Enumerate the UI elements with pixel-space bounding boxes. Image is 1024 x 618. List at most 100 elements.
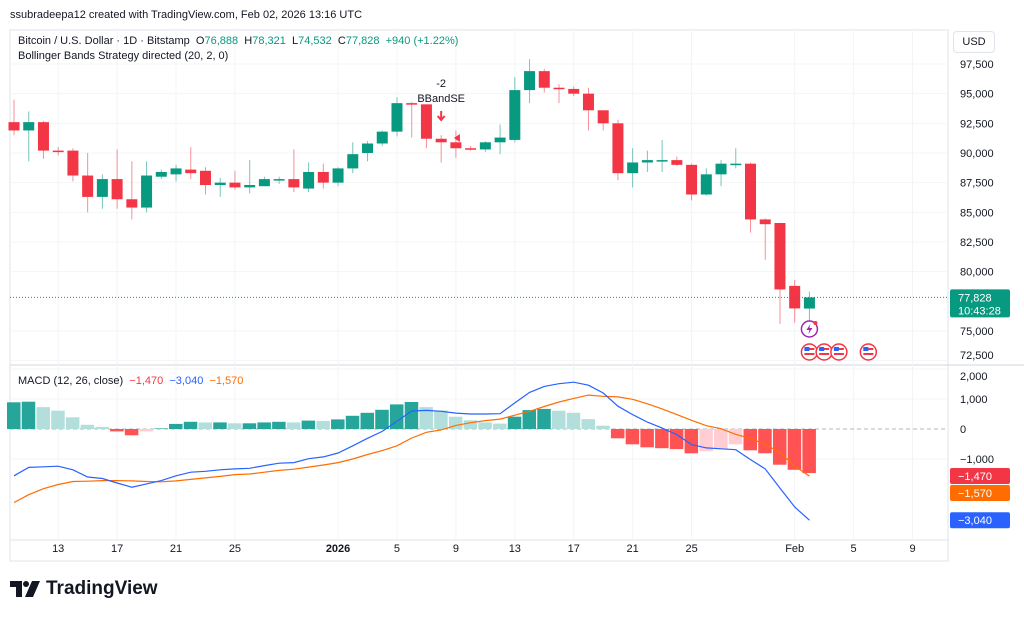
macd-line-label: −3,040: [950, 512, 1010, 529]
candle-body: [479, 142, 491, 150]
flag-canton: [833, 347, 839, 351]
candle-body: [317, 171, 329, 183]
us-flag-icon: [800, 343, 819, 361]
macd-histogram-bar: [154, 428, 168, 429]
macd-histogram-bar: [610, 429, 625, 439]
macd-hist-label-text: −1,470: [958, 471, 992, 483]
close-label: C: [337, 35, 346, 47]
candle: [347, 142, 359, 174]
candle-body: [82, 175, 94, 197]
macd-histogram-bar: [36, 407, 50, 429]
macd-histogram-bar: [65, 417, 80, 429]
candle-body: [214, 182, 226, 186]
price-tick-label: 95,000: [960, 89, 994, 101]
notification-dot: [813, 321, 818, 325]
x-tick-label: 13: [509, 543, 521, 555]
candle: [568, 86, 580, 97]
flag-stripe: [863, 353, 874, 355]
x-tick-label: 21: [170, 543, 182, 555]
candle: [258, 176, 270, 187]
macd-histogram-bar: [596, 425, 610, 429]
candle: [52, 147, 64, 156]
change-value: +940 (+1.22%): [385, 35, 459, 47]
candle: [774, 222, 786, 324]
candle: [582, 87, 594, 131]
candle: [67, 148, 79, 182]
macd-histogram-bar: [257, 422, 271, 429]
candle-body: [686, 164, 698, 195]
candle-body: [96, 179, 108, 197]
flag-ring: [815, 343, 833, 361]
last-price-label-bg: [950, 289, 1010, 318]
candle-body: [524, 71, 536, 91]
macd-histogram-bar: [301, 420, 316, 429]
low-label: L: [291, 35, 299, 47]
macd-histogram-bar: [655, 429, 669, 449]
candle: [553, 84, 565, 104]
price-tick-label: 87,500: [960, 178, 994, 190]
macd-legend[interactable]: MACD (12, 26, close) −1,470 −3,040 −1,57…: [18, 375, 243, 387]
macd-histogram-bar: [198, 422, 212, 429]
macd-tick-label: 0: [960, 424, 966, 436]
candle-body: [332, 168, 344, 183]
flag-canton: [863, 347, 869, 351]
macd-histogram-bar: [699, 429, 713, 452]
candle-body: [376, 131, 388, 144]
price-tick-label: 72,500: [960, 350, 994, 362]
candle: [671, 156, 683, 167]
macd-histogram-bar: [434, 410, 448, 429]
x-tick-label: 13: [52, 543, 64, 555]
candle: [789, 279, 801, 323]
currency-button[interactable]: USD: [953, 31, 995, 53]
open-value: 76,888: [204, 35, 239, 47]
candle-body: [347, 154, 359, 169]
candle: [317, 163, 329, 189]
macd-histogram-bar: [7, 402, 21, 429]
price-tick-label: 85,000: [960, 207, 994, 219]
macd-histogram-bar: [375, 409, 389, 429]
macd-histogram-bar: [463, 420, 478, 429]
macd-hist-label-bg: [950, 468, 1010, 484]
price-tick-label: 82,500: [960, 237, 994, 249]
candle-body: [273, 179, 285, 181]
macd-histogram-bar: [404, 402, 419, 429]
candle-body: [288, 179, 300, 188]
candle-body: [700, 174, 712, 195]
candle: [82, 152, 94, 213]
high-value: 78,321: [252, 35, 286, 47]
macd-histogram-bar: [331, 419, 345, 429]
flag-stripe: [819, 353, 830, 355]
candle: [126, 161, 138, 220]
candle: [229, 170, 241, 190]
strategy-legend[interactable]: Bollinger Bands Strategy directed (20, 2…: [18, 50, 229, 62]
candle-body: [435, 138, 447, 143]
candle-body: [509, 90, 521, 140]
candle: [479, 141, 491, 152]
candle-body: [745, 163, 756, 220]
candle-body: [803, 297, 815, 309]
symbol-title[interactable]: Bitcoin / U.S. Dollar · 1D · Bitstamp: [18, 35, 190, 47]
candle: [656, 139, 668, 172]
price-tick-label: 92,500: [960, 118, 994, 130]
macd-histogram-bar: [389, 404, 404, 429]
candle: [597, 110, 609, 131]
tradingview-logo-icon: [10, 581, 40, 597]
x-tick-label: 9: [453, 543, 459, 555]
macd-histogram-bar: [345, 415, 360, 429]
x-tick-label: 17: [111, 543, 123, 555]
candle: [465, 145, 477, 151]
macd-histogram-bar: [51, 410, 65, 429]
x-tick-label: 5: [394, 543, 400, 555]
x-tick-label: 9: [909, 543, 915, 555]
candle: [141, 161, 153, 213]
open-label: O: [195, 35, 205, 47]
macd-title: MACD (12, 26, close): [18, 375, 124, 387]
symbol-legend: Bitcoin / U.S. Dollar · 1D · Bitstamp O7…: [18, 35, 458, 47]
candle-body: [671, 160, 683, 165]
macd-histogram-bar: [669, 429, 684, 450]
macd-hist-value: −1,470: [129, 375, 164, 387]
macd-histogram-bar: [772, 429, 787, 465]
